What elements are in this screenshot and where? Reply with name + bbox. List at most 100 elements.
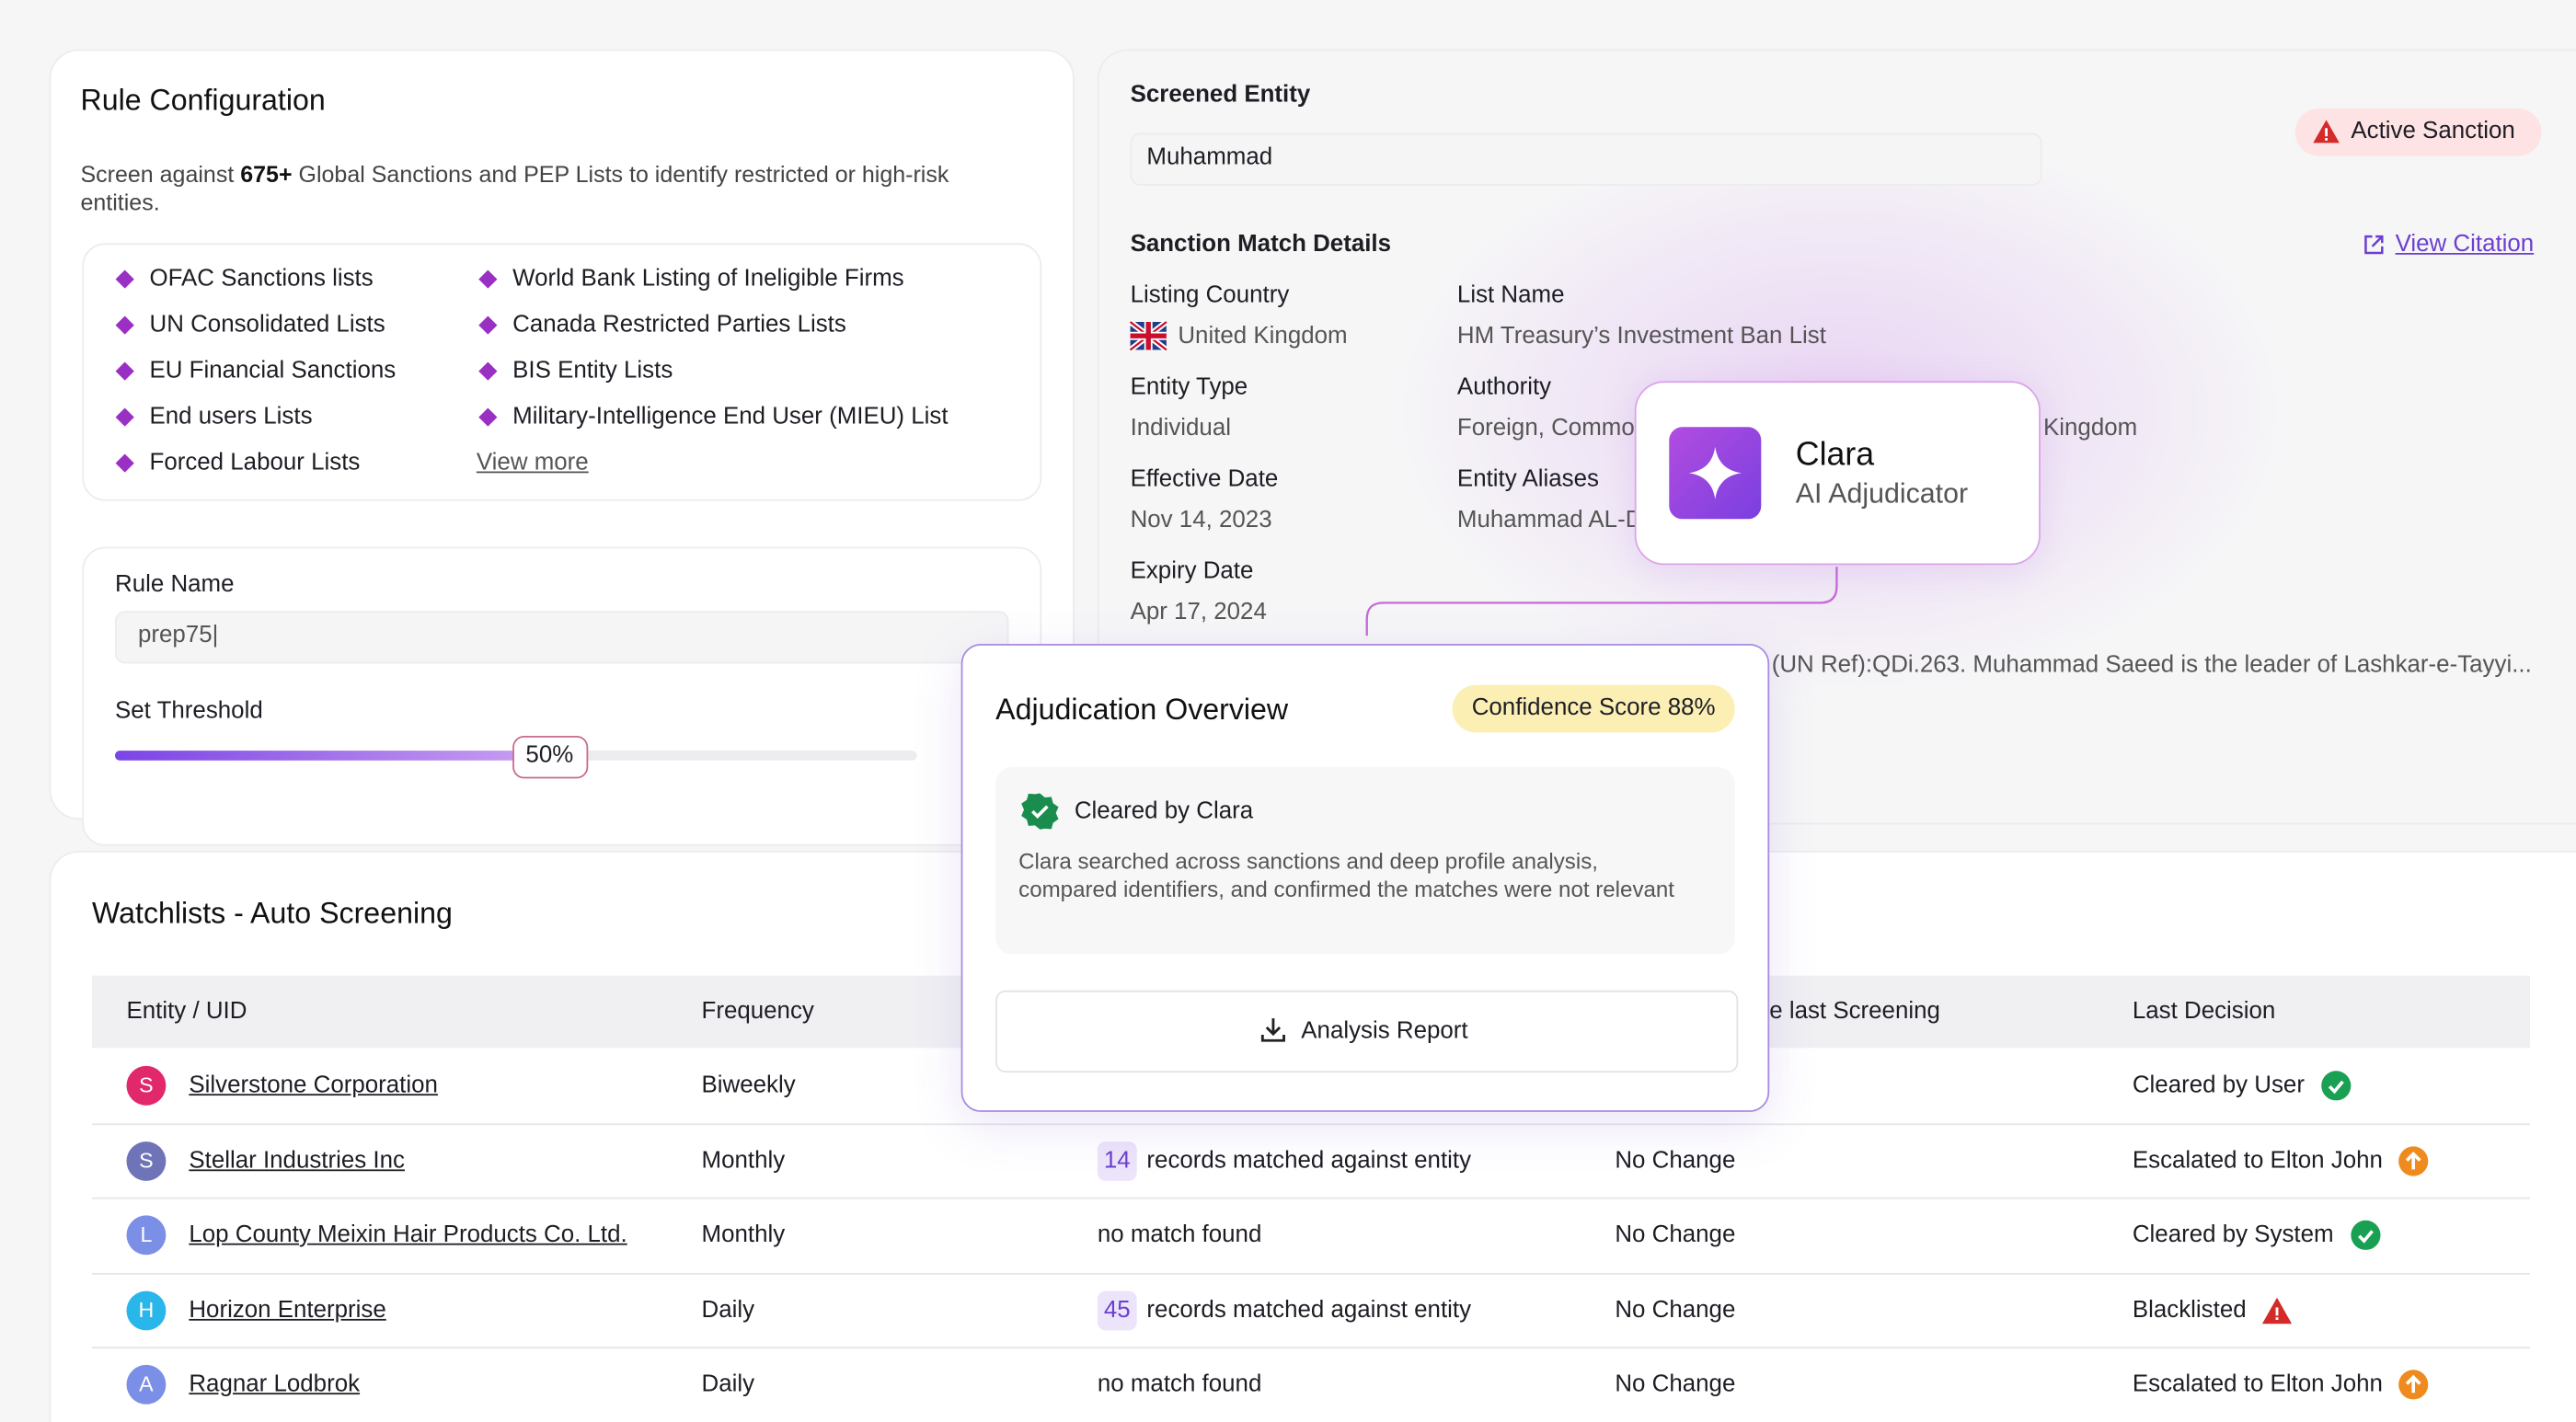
- diamond-icon: [115, 361, 134, 381]
- decision-icon: [2398, 1145, 2429, 1175]
- diamond-icon: [478, 361, 498, 381]
- slider-fill: [114, 751, 516, 761]
- entity-link[interactable]: Lop County Meixin Hair Products Co. Ltd.: [189, 1221, 627, 1249]
- frequency: Monthly: [701, 1147, 786, 1174]
- entity-link[interactable]: Silverstone Corporation: [189, 1072, 438, 1099]
- diamond-icon: [115, 315, 134, 335]
- verified-icon: [1021, 793, 1059, 830]
- column-header: Last Decision: [2132, 998, 2276, 1026]
- threshold-label: Set Threshold: [114, 697, 263, 725]
- diamond-icon: [115, 407, 134, 427]
- diamond-icon: [478, 269, 498, 289]
- field-label: Effective Date: [1130, 466, 1279, 493]
- entity-link[interactable]: Stellar Industries Inc: [189, 1147, 405, 1174]
- section-label: Screened Entity: [1130, 82, 1311, 109]
- field-label: Listing Country: [1130, 282, 1290, 309]
- list-item: BIS Entity Lists: [512, 358, 673, 384]
- decision: Cleared by User: [2132, 1072, 2305, 1099]
- decision: Escalated to Elton John: [2132, 1371, 2383, 1398]
- column-header: Frequency: [701, 998, 814, 1026]
- entity-link[interactable]: Ragnar Lodbrok: [189, 1371, 361, 1398]
- row-divider: [91, 1122, 2530, 1125]
- field-label: Expiry Date: [1130, 558, 1254, 585]
- field-value: Nov 14, 2023: [1130, 507, 1272, 534]
- status-text: Active Sanction: [2351, 118, 2515, 145]
- report-button-label: Analysis Report: [1301, 1018, 1468, 1045]
- slider-knob[interactable]: [512, 735, 589, 779]
- frequency: Monthly: [701, 1221, 786, 1249]
- decision-icon: [2320, 1071, 2351, 1101]
- field-value: Individual: [1130, 415, 1231, 442]
- decision-icon: [2262, 1296, 2293, 1324]
- clara-name: Clara: [1795, 436, 1875, 474]
- diamond-icon: [478, 407, 498, 427]
- count-badge: [1097, 1141, 1137, 1181]
- match-count: 45: [1103, 1296, 1131, 1324]
- rule-box: [82, 546, 1042, 846]
- row-divider: [91, 1197, 2530, 1199]
- lists-box: [82, 243, 1042, 501]
- decision: Escalated to Elton John: [2132, 1147, 2383, 1174]
- confidence-badge: [1452, 684, 1735, 733]
- frequency: Daily: [701, 1371, 755, 1398]
- change: No Change: [1615, 1371, 1736, 1398]
- report-button[interactable]: [995, 990, 1739, 1073]
- diamond-icon: [115, 269, 134, 289]
- avatar-initial: S: [139, 1072, 154, 1097]
- avatar-initial: A: [139, 1371, 154, 1396]
- row-divider: [91, 1272, 2530, 1274]
- section-label: Sanction Match Details: [1130, 231, 1392, 258]
- view-more-link[interactable]: View more: [476, 450, 589, 476]
- rule-name-input[interactable]: [114, 611, 1009, 664]
- avatar-initial: L: [140, 1221, 153, 1247]
- match-text: records matched against entity: [1146, 1147, 1472, 1174]
- row-divider: [91, 1347, 2530, 1349]
- connector: [1365, 567, 1838, 636]
- frequency: Biweekly: [701, 1072, 796, 1099]
- entity-input: [1130, 132, 2042, 186]
- list-item: Canada Restricted Parties Lists: [512, 312, 846, 338]
- match-text: no match found: [1097, 1371, 1262, 1398]
- intro-after: Global Sanctions and PEP Lists to identi…: [80, 160, 949, 215]
- column-header: Entity / UID: [126, 998, 247, 1026]
- change: No Change: [1615, 1221, 1736, 1249]
- field-label: Entity Aliases: [1456, 466, 1599, 493]
- list-item: End users Lists: [149, 404, 313, 430]
- alert-icon: [2313, 120, 2340, 143]
- clara-role: AI Adjudicator: [1795, 477, 1969, 510]
- intro-before: Screen against: [80, 160, 241, 188]
- entity-link[interactable]: Horizon Enterprise: [189, 1296, 386, 1324]
- match-text: no match found: [1097, 1221, 1262, 1249]
- list-item: World Bank Listing of Ineligible Firms: [512, 266, 904, 292]
- diamond-icon: [478, 315, 498, 335]
- avatar: [126, 1215, 167, 1256]
- avatar: [126, 1065, 167, 1106]
- threshold-value: 50%: [525, 742, 574, 769]
- citation-link[interactable]: View Citation: [2395, 231, 2535, 258]
- count-badge: [1097, 1290, 1137, 1330]
- match-text: records matched against entity: [1146, 1296, 1472, 1324]
- match-count: 14: [1103, 1147, 1131, 1174]
- decision-icon: [2350, 1220, 2380, 1250]
- diamond-icon: [115, 453, 134, 473]
- intro-text: Screen against 675+ Global Sanctions and…: [80, 161, 1000, 217]
- avatar-initial: S: [139, 1147, 154, 1173]
- card-title: Watchlists - Auto Screening: [91, 896, 453, 930]
- list-item: Military-Intelligence End User (MIEU) Li…: [512, 404, 949, 430]
- status-badge: [2294, 108, 2542, 156]
- field-value: HM Treasury’s Investment Ban List: [1456, 323, 1826, 350]
- entity-card: [1097, 49, 2576, 825]
- change: No Change: [1615, 1147, 1736, 1174]
- field-value: Apr 17, 2024: [1130, 599, 1267, 626]
- avatar-initial: H: [138, 1296, 155, 1322]
- avatar: [126, 1290, 167, 1330]
- list-item: UN Consolidated Lists: [149, 312, 385, 338]
- overview-title: Adjudication Overview: [995, 693, 1289, 727]
- download-icon: [1260, 1018, 1285, 1042]
- confidence-text: Confidence Score 88%: [1471, 694, 1716, 721]
- list-item: EU Financial Sanctions: [149, 358, 397, 384]
- result-box: [995, 766, 1735, 955]
- card-title: Rule Configuration: [80, 84, 326, 117]
- avatar: [126, 1364, 167, 1405]
- decision: Blacklisted: [2132, 1296, 2247, 1324]
